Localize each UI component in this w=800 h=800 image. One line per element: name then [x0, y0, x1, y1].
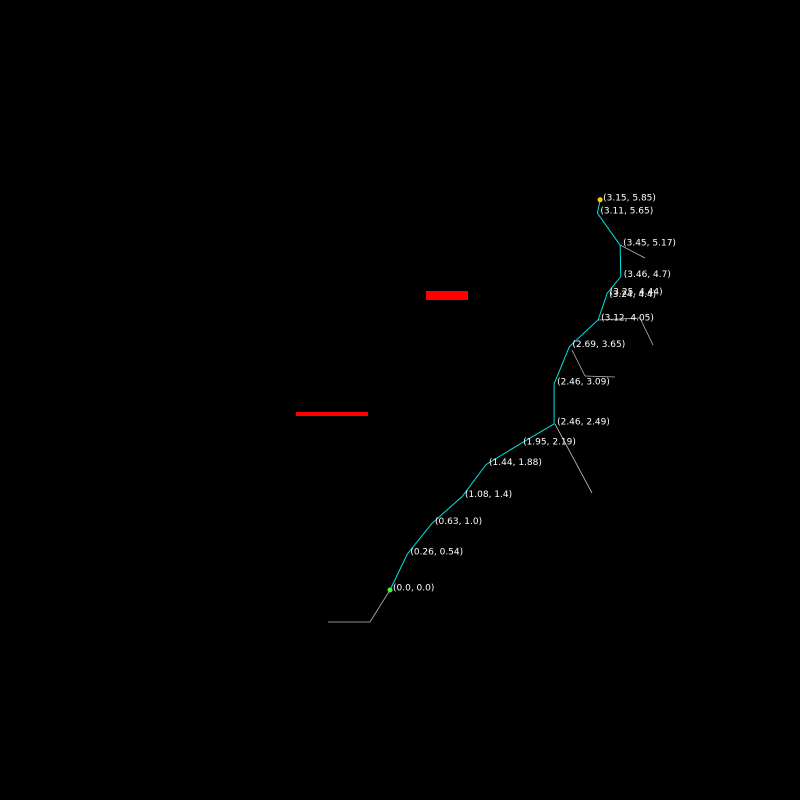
goal-point	[597, 197, 603, 203]
tree-edge	[571, 349, 586, 377]
tree-edge	[619, 244, 646, 259]
obstacle	[426, 291, 468, 300]
node-label: (3.25, 4.44)	[610, 287, 663, 297]
node-label: (3.11, 5.65)	[600, 207, 653, 217]
node-label: (1.44, 1.88)	[489, 458, 542, 468]
tree-edge	[584, 375, 616, 378]
node-label: (0.63, 1.0)	[435, 517, 482, 527]
node-label: (2.46, 3.09)	[557, 377, 610, 387]
tree-edges	[328, 244, 654, 623]
node-label: (0.0, 0.0)	[393, 584, 434, 594]
node-label: (3.24, 4.4)	[609, 290, 656, 300]
node-label: (1.95, 2.19)	[523, 437, 576, 447]
node-label: (2.46, 2.49)	[557, 417, 610, 427]
node-label: (0.26, 0.54)	[410, 547, 463, 557]
node-label: (3.12, 4.05)	[601, 313, 654, 323]
node-label: (1.08, 1.4)	[465, 490, 512, 500]
path-line	[389, 199, 622, 591]
tree-edge	[328, 589, 391, 623]
node-label: (3.46, 4.7)	[624, 270, 671, 280]
node-label: (3.45, 5.17)	[623, 239, 676, 249]
tree-edge	[554, 423, 593, 494]
node-label: (3.15, 5.85)	[603, 193, 656, 203]
obstacle	[296, 412, 368, 416]
node-label: (2.69, 3.65)	[572, 340, 625, 350]
start-point	[387, 587, 393, 593]
tree-edge	[639, 317, 654, 346]
tree-edge	[597, 317, 641, 321]
